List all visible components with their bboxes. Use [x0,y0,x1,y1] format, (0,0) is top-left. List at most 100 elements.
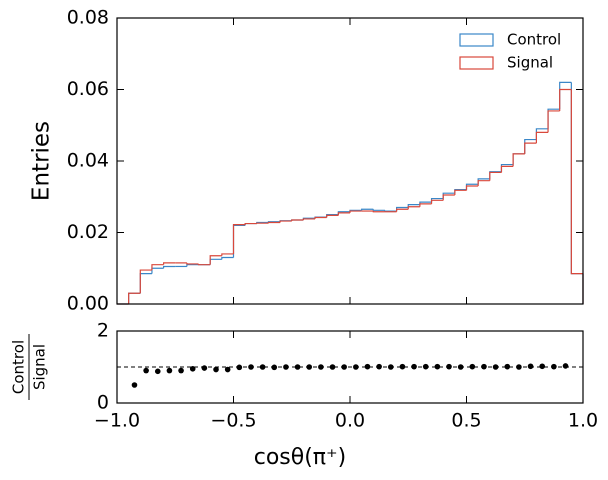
x-tick-label: −0.5 [210,410,256,432]
y-tick-label: 0 [97,392,109,414]
ratio-point [329,364,336,370]
histogram-step [302,218,316,220]
legend-label: Control [507,31,561,49]
ratio-numerator: Control [10,340,28,394]
ratio-point [154,368,161,375]
histogram-step [267,221,281,224]
y-tick-label: 2 [97,320,109,342]
histogram-step [128,292,141,304]
histogram-step [151,264,164,271]
ratio-point [353,364,359,370]
ratio-denominator: Signal [31,344,49,390]
histogram-step [512,153,525,165]
ratio-point [224,366,231,373]
ratio-point [189,366,196,372]
ratio-point [318,364,324,370]
histogram-step [384,210,397,212]
ratio-point [259,364,266,370]
ratio-point [457,364,464,370]
histogram-step [232,224,246,258]
histogram-step [337,212,350,216]
histogram-step [244,222,257,225]
histogram-step [535,131,549,144]
histogram-step [559,88,572,111]
ratio-point [434,363,441,370]
histogram-step [465,183,479,190]
histogram-step [209,255,222,265]
histogram-step [396,208,409,212]
ratio-point [131,382,138,388]
legend-swatch [459,56,494,70]
ratio-point [387,364,394,370]
histogram-step [326,214,339,218]
ratio-point [236,364,243,371]
ratio-point [201,365,208,371]
histogram-step [454,189,467,195]
y-tick-label: 0.08 [67,7,109,29]
axes-frame [116,330,584,404]
ratio-point [248,364,254,370]
x-tick-label: 1.0 [568,410,598,432]
x-tick-label: −1.0 [94,410,140,432]
histogram-step [547,108,560,129]
histogram-step [524,142,537,154]
histogram-step [186,262,199,265]
ratio-point [399,363,406,370]
histogram-step [465,185,479,191]
histogram-step [500,165,514,173]
histogram-step [197,263,211,266]
histogram-step [477,178,490,185]
ratio-point [271,364,278,371]
ratio-point [492,364,499,370]
ratio-point [422,363,429,370]
histogram-step [221,253,234,256]
y-axis-label: Entries [29,121,55,201]
histogram-step [209,258,222,265]
histogram-step [500,163,514,172]
axes-frame [116,17,584,305]
histogram-step [512,153,525,167]
ratio-point [364,363,371,370]
y-tick-label: 0.02 [67,221,109,243]
ratio-point [294,364,301,370]
histogram-step [419,203,432,207]
ratio-point [411,363,417,370]
histogram-step [128,292,141,304]
histogram-step [430,199,444,204]
histogram-step [407,206,420,210]
histogram-step [186,264,199,267]
ratio-point [516,364,522,370]
histogram-step [535,128,549,140]
histogram-step [151,267,164,274]
histogram-step [163,262,176,265]
histogram-step [442,194,455,201]
histogram-step [570,89,583,275]
ratio-point [341,364,347,370]
ratio-point [481,363,487,370]
histogram-step [361,208,374,211]
ratio-point [213,366,219,373]
ratio-point [283,364,289,370]
histogram-step [477,180,490,187]
histogram-step [442,192,455,199]
histogram-step [232,224,246,254]
histogram-step [221,256,234,260]
ratio-point [539,363,546,370]
ratio-point [527,363,534,370]
ratio-point [143,367,149,374]
legend-label: Signal [507,54,553,72]
x-axis-label: cosθ(π⁺) [254,445,347,470]
histogram-step [279,220,292,223]
histogram-step [349,210,362,213]
ratio-point [376,363,382,370]
ratio-point [306,364,313,370]
ratio-point [446,363,452,370]
histogram-step [163,265,176,269]
histogram-step [547,110,560,133]
histogram-step [291,219,304,222]
histogram-step [139,269,152,294]
ratio-point [469,363,476,370]
histogram-step [559,81,572,110]
ratio-point [504,363,511,370]
